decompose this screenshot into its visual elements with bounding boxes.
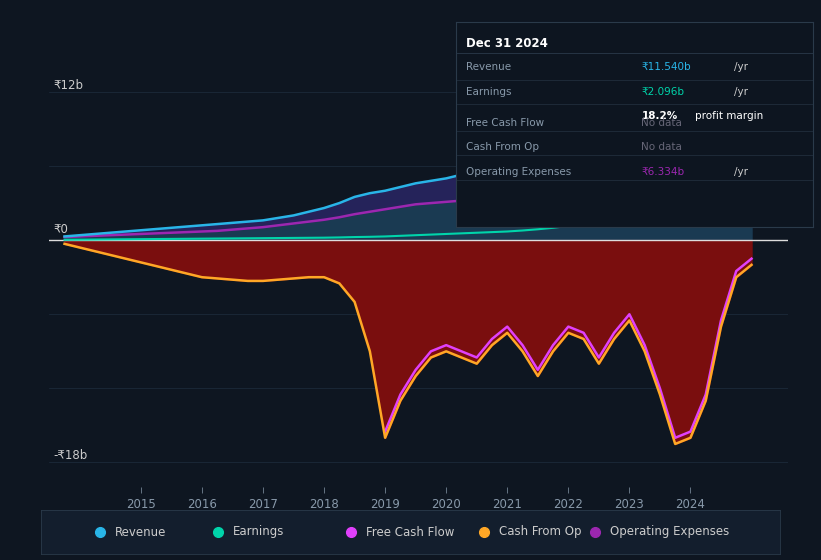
Text: No data: No data [641,118,682,128]
Text: Operating Expenses: Operating Expenses [466,167,571,176]
Text: Free Cash Flow: Free Cash Flow [466,118,544,128]
Text: Cash From Op: Cash From Op [499,525,581,539]
Text: 18.2%: 18.2% [641,111,677,122]
Text: /yr: /yr [734,167,748,176]
Text: Cash From Op: Cash From Op [466,142,539,152]
Text: Revenue: Revenue [466,62,511,72]
Text: ₹12b: ₹12b [53,79,83,92]
Text: ₹6.334b: ₹6.334b [641,167,685,176]
Text: /yr: /yr [734,87,748,97]
Text: No data: No data [641,142,682,152]
Text: Free Cash Flow: Free Cash Flow [366,525,455,539]
Text: Revenue: Revenue [115,525,167,539]
Text: profit margin: profit margin [695,111,764,122]
Text: /yr: /yr [734,62,748,72]
Text: -₹18b: -₹18b [53,450,87,463]
Text: ₹0: ₹0 [53,223,68,236]
Text: Operating Expenses: Operating Expenses [610,525,729,539]
Text: Earnings: Earnings [466,87,511,97]
Text: ₹11.540b: ₹11.540b [641,62,691,72]
Text: Earnings: Earnings [233,525,285,539]
Text: ₹2.096b: ₹2.096b [641,87,685,97]
Text: Dec 31 2024: Dec 31 2024 [466,37,548,50]
